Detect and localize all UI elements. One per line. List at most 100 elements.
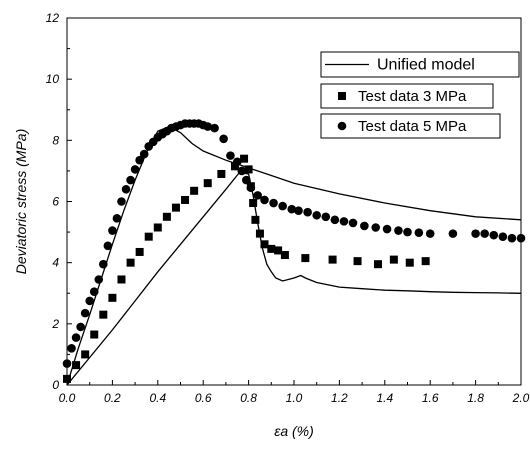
x-tick-label: 0.6	[195, 391, 212, 405]
legend-label: Unified model	[377, 57, 475, 74]
axes: 0.0 0.2 0.4 0.6 0.8 1.0 1.2 1.4 1.6 1.8 2.0 0 2 4 6 8 10…	[46, 11, 530, 405]
data-point-5mpa	[232, 157, 242, 167]
data-point-3mpa	[353, 257, 362, 266]
data-point-5mpa	[80, 308, 90, 318]
data-point-5mpa	[246, 183, 256, 193]
data-point-3mpa	[162, 212, 171, 221]
data-point-3mpa	[153, 223, 162, 232]
x-tick-label: 0.8	[240, 391, 257, 405]
data-point-3mpa	[144, 232, 153, 241]
data-point-5mpa	[94, 275, 104, 284]
y-tick-label: 6	[52, 195, 59, 209]
data-point-5mpa	[139, 149, 149, 159]
data-point-5mpa	[312, 210, 322, 220]
data-point-5mpa	[67, 344, 76, 353]
data-point-3mpa	[405, 258, 414, 267]
data-point-5mpa	[489, 230, 499, 240]
legend-square-symbol	[338, 92, 346, 100]
data-point-3mpa	[190, 186, 199, 195]
data-point-5mpa	[507, 233, 517, 243]
data-point-3mpa	[230, 162, 239, 171]
data-point-5mpa	[210, 123, 219, 133]
data-point-5mpa	[471, 229, 480, 238]
x-axis-title: εa (%)	[274, 423, 314, 439]
x-tick-label: 1.0	[286, 391, 303, 405]
x-tick-label: 2.0	[512, 391, 530, 405]
legend-label: Test data 3 MPa	[358, 88, 467, 105]
data-point-5mpa	[203, 122, 213, 131]
data-point-3mpa	[135, 247, 144, 256]
data-point-3mpa	[373, 260, 382, 269]
y-tick-label: 12	[46, 11, 60, 25]
legend-label: Test data 5 MPa	[358, 118, 467, 135]
x-tick-label: 0.2	[104, 391, 121, 405]
data-point-5mpa	[371, 223, 381, 232]
data-point-5mpa	[425, 229, 435, 238]
data-point-5mpa	[108, 226, 117, 235]
y-tick-label: 0	[52, 378, 59, 392]
data-point-5mpa	[226, 151, 235, 160]
data-point-5mpa	[287, 204, 297, 214]
series-layer	[62, 119, 526, 386]
data-point-5mpa	[414, 228, 424, 237]
data-point-5mpa	[403, 227, 412, 237]
data-point-3mpa	[171, 203, 180, 212]
data-point-3mpa	[72, 361, 81, 370]
data-point-3mpa	[217, 169, 226, 178]
data-point-5mpa	[103, 241, 113, 251]
data-point-3mpa	[90, 330, 99, 339]
x-tick-label: 1.2	[331, 391, 348, 405]
data-point-3mpa	[240, 154, 249, 163]
data-point-3mpa	[389, 255, 398, 264]
data-point-5mpa	[480, 229, 489, 238]
legend-circle-symbol	[337, 121, 347, 131]
data-point-5mpa	[498, 232, 508, 241]
data-point-5mpa	[117, 197, 126, 206]
data-point-5mpa	[121, 184, 131, 194]
data-point-5mpa	[237, 166, 247, 176]
data-point-5mpa	[76, 322, 85, 332]
data-point-3mpa	[328, 255, 337, 264]
data-point-3mpa	[181, 195, 190, 204]
data-point-3mpa	[301, 254, 310, 263]
x-tick-label: 0.4	[149, 391, 166, 405]
legend-box	[320, 113, 501, 139]
data-point-3mpa	[99, 310, 108, 319]
data-point-3mpa	[274, 246, 283, 255]
legend-box	[320, 83, 494, 109]
data-point-3mpa	[249, 199, 258, 208]
data-point-5mpa	[330, 215, 340, 225]
y-tick-label: 4	[52, 256, 59, 270]
data-point-5mpa	[135, 155, 144, 165]
y-axis-title: Deviatoric stress (MPa)	[13, 129, 29, 274]
data-point-5mpa	[348, 218, 358, 228]
y-tick-label: 8	[52, 133, 59, 147]
data-point-5mpa	[394, 226, 403, 235]
data-point-5mpa	[242, 175, 251, 185]
data-point-3mpa	[255, 229, 264, 238]
data-point-5mpa	[321, 212, 331, 222]
data-point-5mpa	[339, 217, 349, 226]
data-point-5mpa	[130, 165, 140, 174]
data-point-5mpa	[303, 207, 312, 217]
legend: Unified model Test data 3 MPa Test data 5 …	[320, 51, 520, 139]
data-point-5mpa	[89, 287, 99, 297]
data-point-5mpa	[448, 229, 458, 238]
data-point-5mpa	[278, 201, 287, 211]
data-point-3mpa	[81, 350, 90, 359]
y-tick-label: 2	[51, 317, 59, 331]
data-point-3mpa	[421, 257, 430, 266]
model-curve-line	[66, 171, 522, 386]
data-point-5mpa	[360, 221, 369, 231]
data-point-5mpa	[294, 206, 303, 215]
x-tick-label: 0.0	[59, 391, 76, 405]
data-point-3mpa	[244, 165, 253, 174]
data-point-5mpa	[382, 224, 392, 234]
y-tick-label: 10	[46, 72, 60, 86]
x-tick-label: 1.4	[376, 391, 393, 405]
data-point-5mpa	[71, 333, 81, 342]
data-point-5mpa	[253, 191, 262, 200]
x-tick-label: 1.6	[422, 391, 439, 405]
data-point-3mpa	[117, 275, 126, 284]
